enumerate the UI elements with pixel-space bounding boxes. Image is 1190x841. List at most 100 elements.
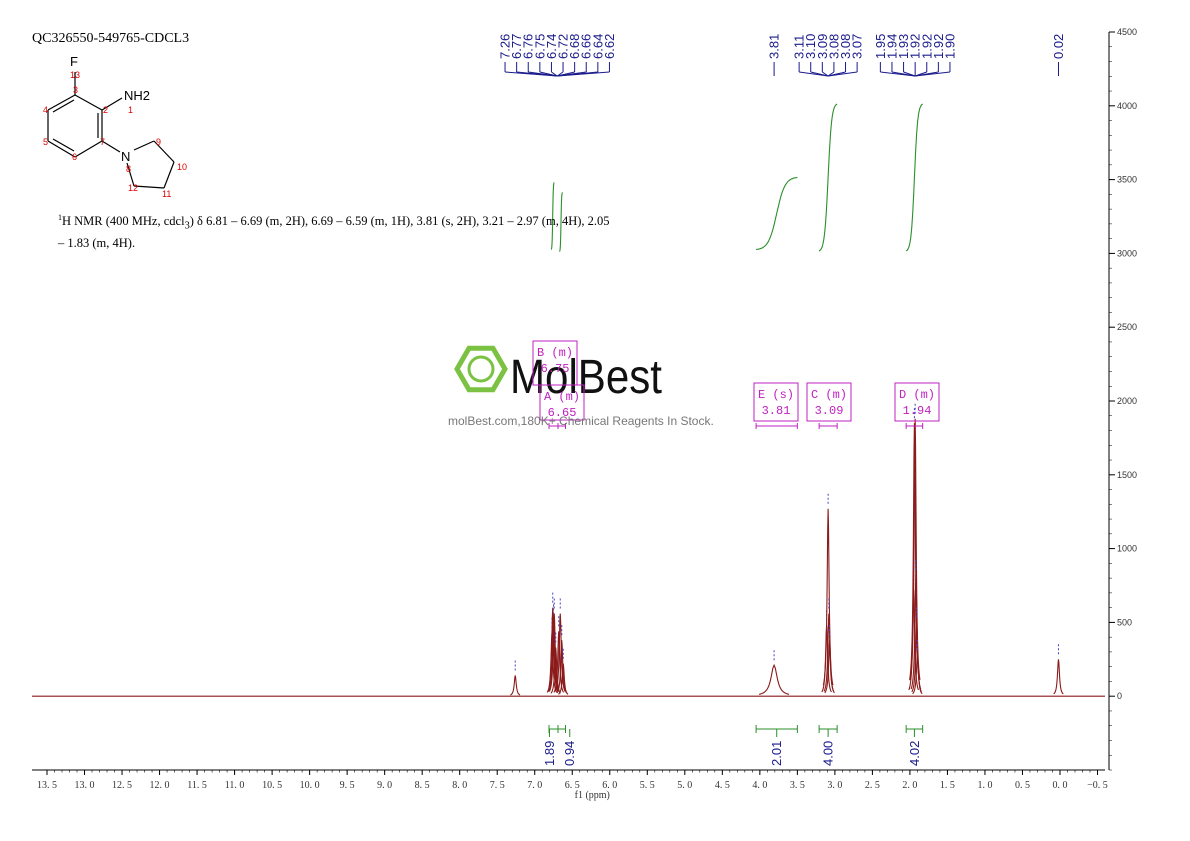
atom-num-7: 7 — [100, 137, 105, 147]
sample-id: QC326550-549765-CDCL3 — [32, 31, 190, 46]
y-tick-label: 3500 — [1117, 175, 1137, 185]
peak-label: 3.07 — [850, 34, 865, 59]
x-tick-label: 5. 5 — [640, 780, 655, 791]
multiplet-shift: 1.94 — [903, 404, 932, 418]
x-tick-label: 11. 5 — [187, 780, 207, 791]
atom-num-6: 6 — [72, 152, 77, 162]
multiplet-shift: 3.09 — [815, 404, 844, 418]
peak-label: 1.92 — [919, 34, 934, 59]
spectrum-peak — [1053, 659, 1064, 695]
spectrum-peak — [554, 613, 566, 692]
integral-labels: 1.89 0.94 2.01 4.00 4.02 — [542, 725, 924, 766]
peak-label: 1.93 — [896, 34, 911, 59]
peak-label: 3.81 — [767, 34, 782, 59]
peak-label: 3.08 — [838, 34, 853, 59]
spectrum-peak — [550, 647, 561, 694]
nmr-description: 1H NMR (400 MHz, cdcl3) δ 6.81 – 6.69 (m… — [58, 209, 618, 252]
x-tick-label: 6. 5 — [565, 780, 580, 791]
peak-label: 3.09 — [815, 34, 830, 59]
peak-labels: 7.266.776.766.756.746.726.686.666.646.62… — [498, 34, 1066, 77]
multiplet-box — [539, 384, 585, 421]
atom-num-3: 3 — [73, 85, 78, 95]
watermark-hexagon — [454, 345, 508, 393]
x-axis-label: f1 (ppm) — [575, 790, 610, 801]
x-tick-label: 7. 0 — [527, 780, 542, 791]
atom-num-4: 4 — [43, 105, 48, 115]
watermark-tagline: molBest.com,180K+ Chemical Reagents In S… — [448, 414, 714, 428]
peak-label-connector — [557, 71, 610, 77]
integral-curves — [550, 103, 924, 252]
peak-label: 6.64 — [590, 34, 605, 59]
x-tick-label: 13. 5 — [37, 780, 57, 791]
spectrum-peak — [553, 631, 565, 693]
atom-n: N — [121, 149, 130, 164]
multiplet-boxes: B (m) 6.75 A (m) 6.65 E (s) 3.81 C (m) 3.09 D (m… — [532, 340, 940, 429]
x-tick-label: 8. 5 — [415, 780, 430, 791]
atom-num-2: 2 — [103, 105, 108, 115]
multiplet-name: C (m) — [811, 388, 847, 402]
atom-num-1: 1 — [128, 105, 133, 115]
x-axis: 13. 5 13. 0 12. 5 12. 0 11. 5 11. 0 10. 5 10. 0… — [32, 769, 1108, 801]
peak-label: 7.26 — [498, 34, 513, 59]
spectrum-peak — [558, 663, 569, 695]
integral-value: 4.02 — [907, 741, 922, 766]
atom-num-11: 11 — [162, 189, 171, 199]
peak-label-connector — [822, 71, 829, 77]
watermark-ring — [467, 355, 495, 383]
peak-label: 6.77 — [509, 34, 524, 59]
integral-value: 0.94 — [562, 741, 577, 766]
x-tick-label: 3. 5 — [790, 780, 805, 791]
peak-label: 3.10 — [803, 34, 818, 59]
peak-label: 6.74 — [544, 34, 559, 59]
x-tick-label: 0. 0 — [1052, 780, 1067, 791]
integral-curve — [905, 103, 924, 252]
x-tick-label: 1. 5 — [940, 780, 955, 791]
integral-value: 1.89 — [542, 741, 557, 766]
peak-label: 1.95 — [873, 34, 888, 59]
spectrum-peak — [824, 640, 835, 694]
x-tick-label: 12. 0 — [150, 780, 170, 791]
multiplet-name: B (m) — [537, 346, 573, 360]
x-tick-label: 2. 5 — [865, 780, 880, 791]
spectrum-peak — [510, 675, 521, 696]
peak-label: 6.66 — [579, 34, 594, 59]
peak-label: 6.76 — [521, 34, 536, 59]
peak-label: 1.94 — [884, 34, 899, 59]
multiplet-name: E (s) — [758, 388, 794, 402]
multiplet-box — [753, 382, 799, 422]
x-tick-label: 9. 5 — [340, 780, 355, 791]
y-tick-label: 2500 — [1117, 322, 1137, 332]
x-tick-label: 4. 5 — [715, 780, 730, 791]
peak-label: 6.75 — [532, 34, 547, 59]
peak-label-connector — [903, 71, 916, 77]
integral-curve — [550, 182, 555, 250]
y-axis: 4500 4000 3500 3000 2500 2000 1500 1000 500 0 — [1108, 27, 1137, 771]
multiplet-name: A (m) — [544, 390, 580, 404]
peak-label: 3.11 — [792, 35, 807, 59]
atom-nh2: NH2 — [124, 88, 150, 103]
peak-label: 6.62 — [602, 34, 617, 59]
integral-curve — [559, 192, 563, 252]
x-tick-label: 13. 0 — [75, 780, 95, 791]
peak-label-connector — [828, 71, 858, 77]
peak-label: 1.92 — [908, 34, 923, 59]
atom-num-5: 5 — [43, 137, 48, 147]
x-tick-label: 3. 0 — [827, 780, 842, 791]
y-tick-label: 2000 — [1117, 396, 1137, 406]
x-tick-label: 10. 5 — [262, 780, 282, 791]
x-tick-label: 11. 0 — [225, 780, 245, 791]
multiplet-shift: 3.81 — [762, 404, 791, 418]
atom-num-8: 8 — [126, 164, 131, 174]
x-tick-label: 12. 5 — [112, 780, 132, 791]
integral-value: 2.01 — [769, 741, 784, 766]
x-tick-label: 7. 5 — [490, 780, 505, 791]
atom-f: F — [70, 54, 78, 69]
spectrum-peak — [758, 663, 790, 695]
x-tick-label: 8. 0 — [452, 780, 467, 791]
y-tick-label: 500 — [1117, 617, 1132, 627]
peak-label-connector — [810, 71, 829, 77]
nmr-desc-sup: 1 — [58, 213, 62, 222]
x-tick-label: 5. 0 — [677, 780, 692, 791]
x-tick-label: 10. 0 — [300, 780, 320, 791]
atom-num-9: 9 — [156, 137, 161, 147]
